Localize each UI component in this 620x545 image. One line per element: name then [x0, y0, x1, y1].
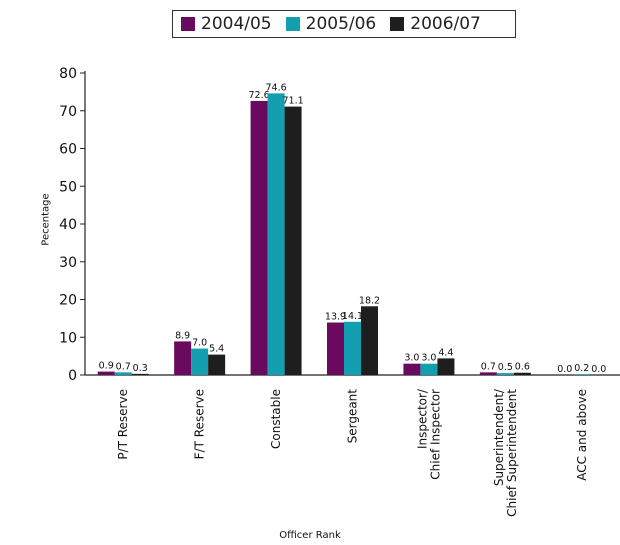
bar — [131, 373, 149, 375]
data-label: 5.4 — [209, 344, 224, 355]
x-tick-label: Superintendent/ — [492, 388, 506, 486]
x-tick-label: Constable — [269, 389, 283, 449]
data-label: 72.6 — [248, 90, 269, 101]
data-label: 71.1 — [282, 96, 303, 107]
y-tick-label: 50 — [59, 179, 77, 195]
legend-label-2006-07: 2006/07 — [410, 14, 481, 34]
y-tick-label: 30 — [59, 255, 77, 271]
y-tick-label: 70 — [59, 104, 77, 120]
legend-item-2006-07: 2006/07 — [390, 14, 481, 34]
legend-swatch-2006-07 — [390, 17, 405, 31]
legend-item-2004-05: 2004/05 — [181, 14, 272, 34]
x-tick-label: Chief Superintendent — [505, 389, 519, 517]
data-label: 0.3 — [133, 363, 148, 374]
bar — [513, 372, 531, 375]
y-tick-label: 60 — [59, 142, 77, 158]
bar — [250, 100, 268, 375]
legend-swatch-2004-05 — [181, 17, 195, 31]
x-tick-label: P/T Reserve — [116, 389, 130, 460]
bar — [327, 322, 344, 375]
data-label: 0.7 — [116, 361, 131, 372]
data-label: 74.6 — [265, 82, 286, 93]
legend-swatch-2005-06 — [285, 17, 300, 31]
data-label: 3.0 — [404, 353, 419, 364]
data-label: 18.2 — [359, 295, 380, 306]
bar — [420, 363, 438, 375]
bar — [496, 373, 514, 375]
data-label: 0.2 — [574, 363, 589, 374]
bar — [479, 372, 497, 375]
data-label: 0.9 — [99, 361, 114, 372]
bar — [573, 374, 591, 375]
y-tick-label: 80 — [59, 66, 77, 82]
bar — [344, 321, 361, 375]
data-label: 4.4 — [438, 347, 453, 358]
y-axis-title: Pecentage — [40, 193, 52, 246]
bar — [284, 106, 302, 375]
y-tick-label: 40 — [59, 217, 77, 233]
data-label: 0.6 — [515, 362, 530, 373]
bar — [403, 363, 421, 375]
data-label: 7.0 — [192, 338, 207, 349]
x-tick-label: Chief Inspector — [428, 389, 442, 480]
y-tick-label: 0 — [68, 368, 77, 384]
bar — [191, 348, 209, 375]
data-label: 0.0 — [591, 364, 606, 375]
bar — [174, 341, 192, 375]
data-label: 8.9 — [175, 330, 190, 341]
x-tick-label: F/T Reserve — [193, 389, 207, 459]
bar — [437, 358, 455, 375]
data-label: 3.0 — [421, 353, 436, 364]
x-tick-label: ACC and above — [575, 389, 589, 481]
data-label: 0.7 — [481, 361, 496, 372]
bar — [208, 354, 226, 375]
bar — [361, 306, 378, 375]
data-label: 14.1 — [342, 311, 363, 322]
data-label: 0.5 — [498, 362, 513, 373]
bar — [114, 372, 132, 375]
bar — [97, 371, 115, 375]
legend-label-2005-06: 2005/06 — [305, 14, 377, 34]
chart-legend: 2004/05 2005/06 2006/07 — [172, 10, 516, 38]
data-label: 0.0 — [557, 364, 572, 375]
y-tick-label: 10 — [59, 330, 77, 346]
x-tick-label: Inspector/ — [415, 388, 429, 449]
y-tick-label: 20 — [59, 293, 77, 309]
x-axis-title: Officer Rank — [279, 530, 341, 541]
data-label: 13.9 — [325, 312, 346, 323]
x-tick-label: Sergeant — [346, 389, 360, 444]
legend-item-2005-06: 2005/06 — [285, 14, 377, 34]
bar — [267, 93, 285, 375]
legend-label-2004-05: 2004/05 — [201, 14, 272, 34]
